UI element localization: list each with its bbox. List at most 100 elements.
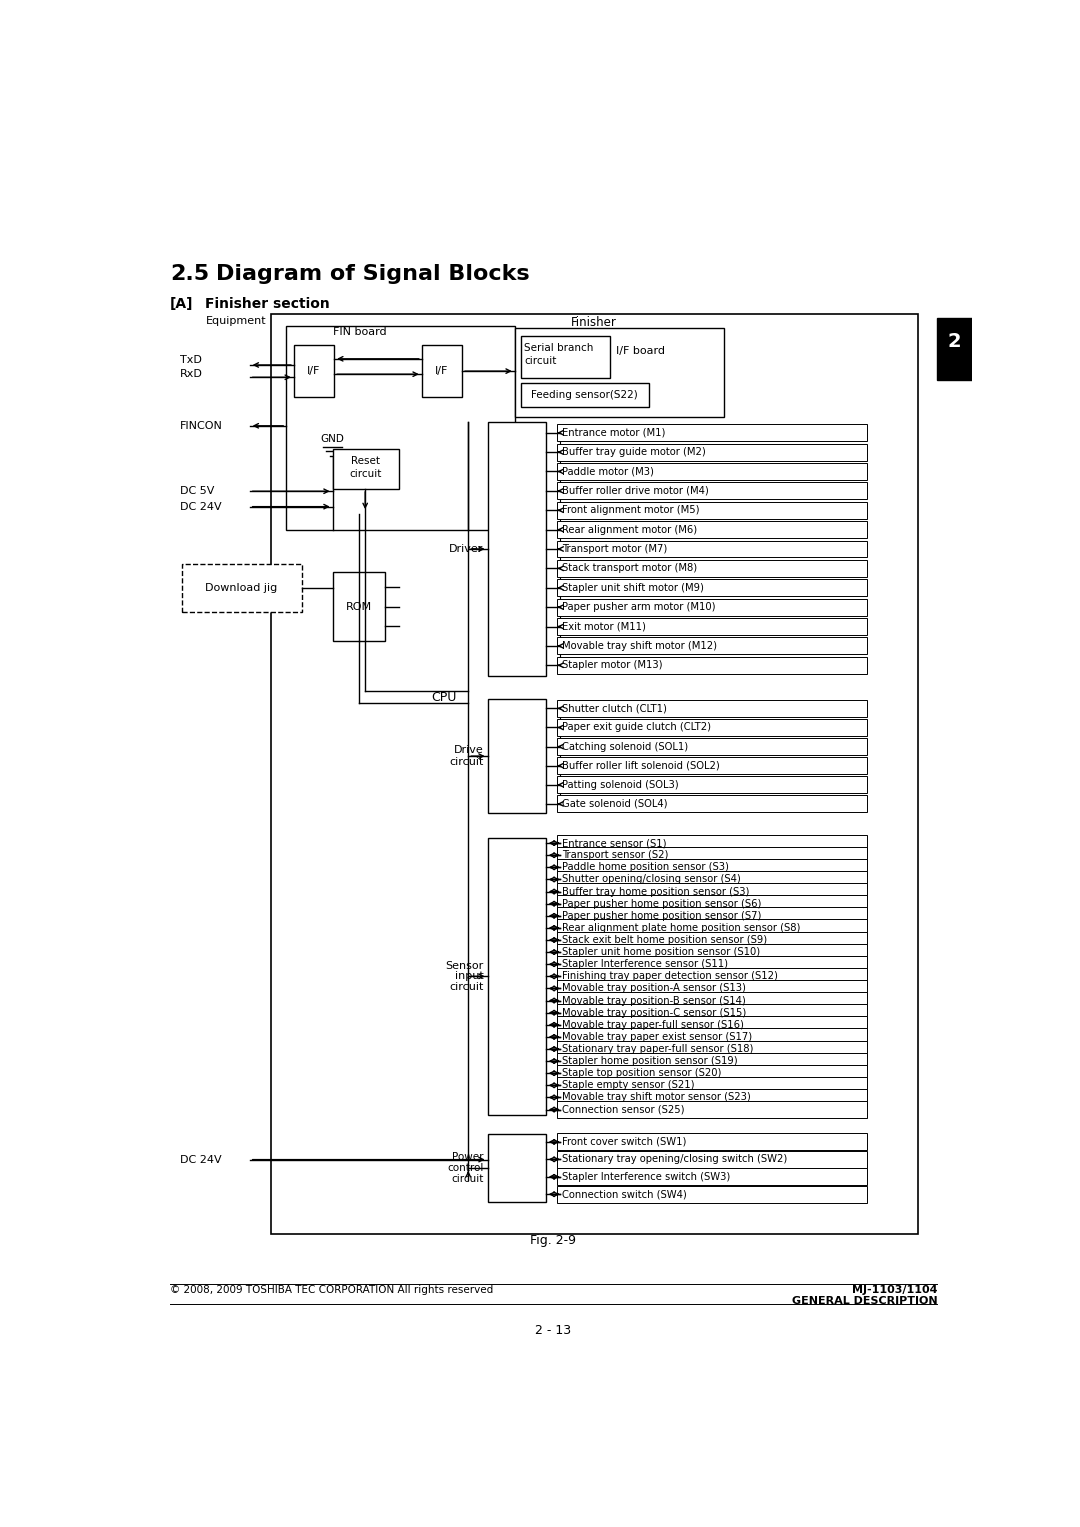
Bar: [557, 776, 867, 793]
Text: Transport motor (M7): Transport motor (M7): [562, 544, 667, 554]
Text: Finishing tray paper detection sensor (S12): Finishing tray paper detection sensor (S…: [562, 971, 778, 982]
Bar: [333, 449, 399, 489]
Text: Stack exit belt home position sensor (S9): Stack exit belt home position sensor (S9…: [562, 935, 767, 945]
Bar: [557, 463, 867, 479]
Bar: [422, 345, 462, 397]
Text: Finisher: Finisher: [571, 316, 617, 328]
Bar: [557, 579, 867, 596]
Text: Paper pusher arm motor (M10): Paper pusher arm motor (M10): [562, 602, 716, 612]
Text: Front cover switch (SW1): Front cover switch (SW1): [562, 1138, 687, 1147]
Text: I/F: I/F: [308, 366, 321, 376]
Bar: [557, 796, 867, 812]
Text: I/F: I/F: [435, 366, 448, 376]
Text: Diagram of Signal Blocks: Diagram of Signal Blocks: [216, 264, 530, 284]
Bar: [294, 345, 334, 397]
Text: Paddle home position sensor (S3): Paddle home position sensor (S3): [562, 863, 729, 872]
Text: DC 24V: DC 24V: [180, 1154, 221, 1165]
Bar: [557, 968, 867, 985]
Bar: [557, 699, 867, 716]
Text: circuit: circuit: [449, 757, 484, 767]
Bar: [557, 719, 867, 736]
Bar: [557, 1017, 867, 1034]
Text: I/F board: I/F board: [617, 347, 665, 356]
Text: © 2008, 2009 TOSHIBA TEC CORPORATION All rights reserved: © 2008, 2009 TOSHIBA TEC CORPORATION All…: [170, 1284, 494, 1295]
Bar: [521, 383, 649, 406]
Bar: [937, 318, 972, 380]
Bar: [557, 1089, 867, 1106]
Text: [A]: [A]: [170, 298, 193, 312]
Text: circuit: circuit: [349, 469, 381, 478]
Bar: [488, 699, 545, 812]
Bar: [557, 1052, 867, 1069]
Text: Movable tray position-C sensor (S15): Movable tray position-C sensor (S15): [562, 1008, 746, 1017]
Text: 2 - 13: 2 - 13: [536, 1324, 571, 1338]
Text: DC 24V: DC 24V: [180, 502, 221, 512]
Bar: [557, 1028, 867, 1046]
Text: circuit: circuit: [524, 356, 556, 366]
Text: Paddle motor (M3): Paddle motor (M3): [562, 466, 653, 476]
Bar: [557, 1005, 867, 1022]
Text: RxD: RxD: [180, 370, 203, 379]
Bar: [557, 1133, 867, 1150]
Text: Stationary tray paper-full sensor (S18): Stationary tray paper-full sensor (S18): [562, 1044, 754, 1054]
Bar: [557, 444, 867, 461]
Bar: [557, 993, 867, 1009]
Text: ROM: ROM: [346, 602, 372, 612]
Text: Front alignment motor (M5): Front alignment motor (M5): [562, 505, 700, 515]
Bar: [557, 560, 867, 577]
Bar: [557, 919, 867, 936]
Text: Power: Power: [453, 1153, 484, 1162]
Text: Entrance motor (M1): Entrance motor (M1): [562, 428, 665, 438]
Text: Feeding sensor(S22): Feeding sensor(S22): [531, 389, 638, 400]
Text: GND: GND: [321, 434, 345, 444]
Bar: [488, 421, 545, 676]
Bar: [557, 835, 867, 852]
Bar: [557, 1101, 867, 1118]
Text: Staple top position sensor (S20): Staple top position sensor (S20): [562, 1069, 721, 1078]
Text: Finisher section: Finisher section: [205, 298, 329, 312]
Text: Movable tray paper-full sensor (S16): Movable tray paper-full sensor (S16): [562, 1020, 744, 1029]
Text: input: input: [455, 971, 484, 982]
Bar: [557, 847, 867, 864]
Text: GENERAL DESCRIPTION: GENERAL DESCRIPTION: [792, 1296, 937, 1306]
Text: Movable tray paper exist sensor (S17): Movable tray paper exist sensor (S17): [562, 1032, 752, 1041]
Bar: [557, 1077, 867, 1093]
Text: circuit: circuit: [451, 1174, 484, 1183]
Bar: [557, 1168, 867, 1185]
Text: circuit: circuit: [449, 982, 484, 993]
Text: Paper pusher home position sensor (S7): Paper pusher home position sensor (S7): [562, 910, 761, 921]
Bar: [557, 858, 867, 876]
Text: 2: 2: [947, 331, 961, 351]
Bar: [557, 521, 867, 538]
Text: Buffer tray guide motor (M2): Buffer tray guide motor (M2): [562, 447, 705, 457]
Text: TxD: TxD: [180, 356, 202, 365]
Text: Transport sensor (S2): Transport sensor (S2): [562, 851, 669, 860]
Text: Stapler unit home position sensor (S10): Stapler unit home position sensor (S10): [562, 947, 760, 957]
Bar: [557, 980, 867, 997]
Text: Gate solenoid (SOL4): Gate solenoid (SOL4): [562, 799, 667, 809]
Text: Rear alignment plate home position sensor (S8): Rear alignment plate home position senso…: [562, 922, 800, 933]
Text: Stapler Interference switch (SW3): Stapler Interference switch (SW3): [562, 1171, 730, 1182]
Text: Drive: Drive: [454, 745, 484, 754]
Text: Reset: Reset: [351, 457, 380, 466]
Bar: [557, 944, 867, 960]
Text: Serial branch: Serial branch: [524, 344, 593, 353]
Text: Stack transport motor (M8): Stack transport motor (M8): [562, 563, 698, 573]
Text: Shutter opening/closing sensor (S4): Shutter opening/closing sensor (S4): [562, 875, 741, 884]
Text: Buffer tray home position sensor (S3): Buffer tray home position sensor (S3): [562, 887, 750, 896]
Bar: [557, 1064, 867, 1081]
Text: Shutter clutch (CLT1): Shutter clutch (CLT1): [562, 704, 667, 713]
Bar: [271, 315, 918, 1234]
Text: Movable tray position-B sensor (S14): Movable tray position-B sensor (S14): [562, 996, 746, 1006]
Bar: [333, 573, 386, 641]
Text: Paper pusher home position sensor (S6): Paper pusher home position sensor (S6): [562, 899, 761, 909]
Text: Rear alignment motor (M6): Rear alignment motor (M6): [562, 525, 698, 534]
Bar: [557, 931, 867, 948]
Text: Buffer roller lift solenoid (SOL2): Buffer roller lift solenoid (SOL2): [562, 760, 719, 771]
Bar: [488, 1135, 545, 1202]
Bar: [286, 325, 515, 530]
Text: Sensor: Sensor: [446, 960, 484, 971]
Text: Exit motor (M11): Exit motor (M11): [562, 621, 646, 632]
Text: Entrance sensor (S1): Entrance sensor (S1): [562, 838, 666, 847]
Bar: [557, 757, 867, 774]
